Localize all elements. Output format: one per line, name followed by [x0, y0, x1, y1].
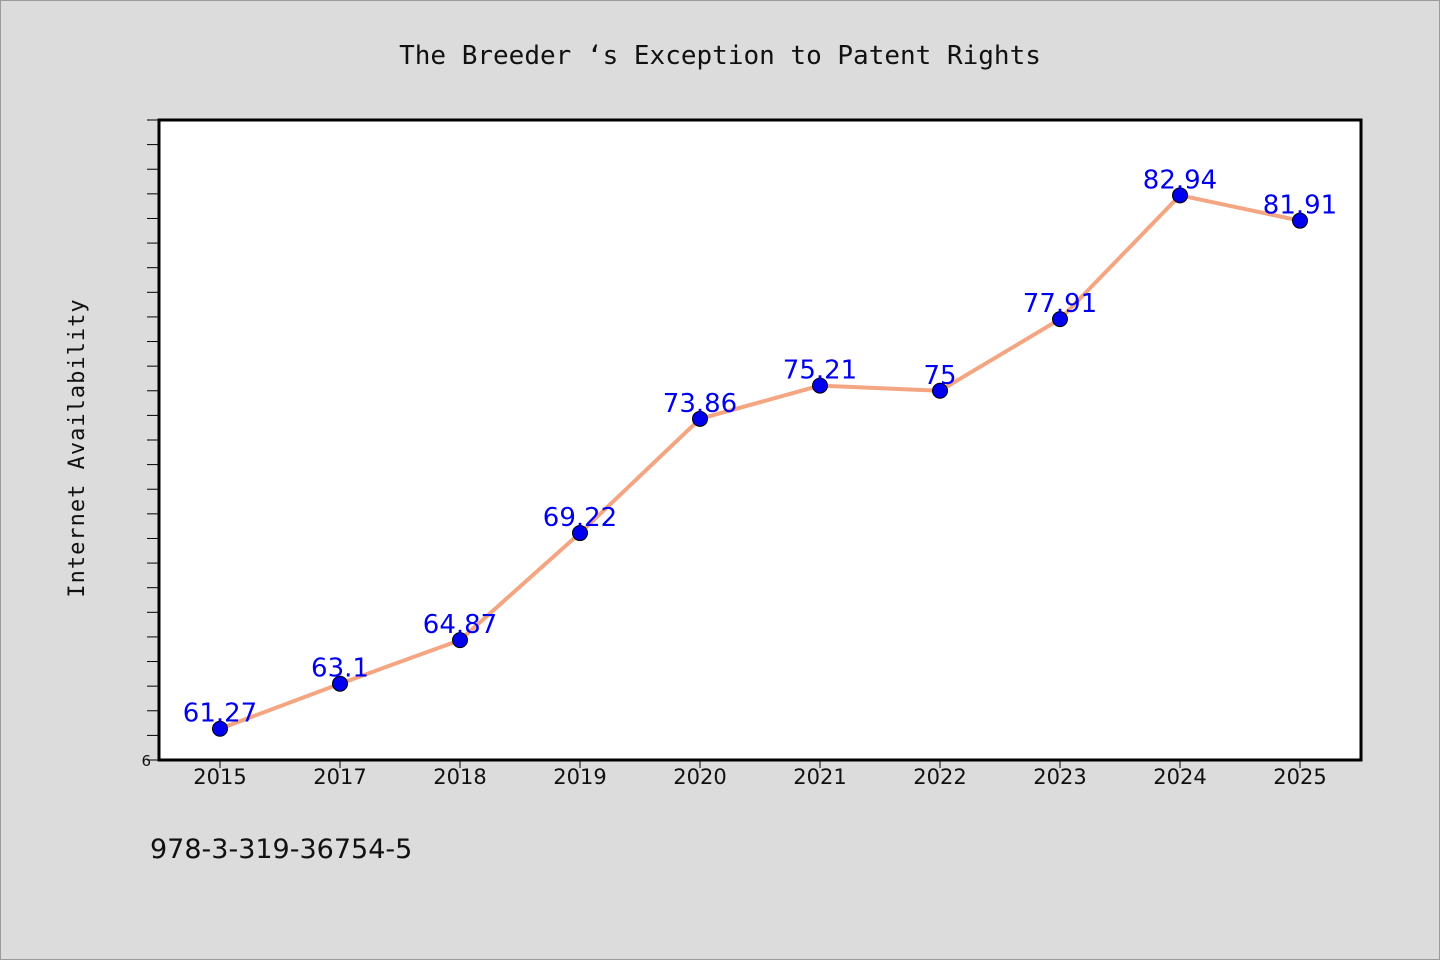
data-label: 81.91 [1263, 191, 1337, 221]
data-labels: 61.27 63.1 64.87 69.22 73.86 75.21 75 77.91 82.9… [183, 165, 1337, 728]
x-tick-label: 2025 [1273, 765, 1326, 789]
x-tick-label: 2020 [673, 765, 726, 789]
footer-code: 978-3-319-36754-5 [150, 834, 413, 865]
x-tick-label: 2017 [313, 765, 366, 789]
series-line [219, 193, 1301, 731]
data-label: 64.87 [423, 610, 497, 640]
data-point [212, 720, 228, 737]
x-tick-label: 2021 [793, 765, 846, 789]
data-point [932, 382, 948, 399]
data-label: 75.21 [783, 356, 857, 386]
data-label: 73.86 [663, 389, 737, 419]
y-axis-label: Internet Availability [65, 298, 90, 597]
data-markers [212, 187, 1308, 737]
data-point [812, 377, 828, 394]
chart-title: The Breeder ‘s Exception to Patent Right… [399, 41, 1041, 71]
x-tick-label: 2024 [1153, 765, 1206, 789]
data-label: 63.1 [311, 654, 369, 684]
data-point [452, 632, 468, 649]
data-point [332, 675, 348, 692]
data-label: 82.94 [1143, 165, 1217, 195]
x-tick-label: 2023 [1033, 765, 1086, 789]
data-point [572, 525, 588, 542]
series-line-group [219, 193, 1301, 731]
data-label: 77.91 [1023, 289, 1097, 319]
data-point [692, 410, 708, 427]
data-label: 61.27 [183, 699, 257, 729]
x-tick-label: 2019 [553, 765, 606, 789]
x-axis-ticks: 2015 2017 2018 2019 2020 2021 2022 2023 2024 2025 [193, 760, 1327, 789]
data-point [1172, 187, 1188, 204]
x-tick-label: 2015 [193, 765, 246, 789]
data-point [1052, 311, 1068, 328]
data-label: 69.22 [543, 503, 617, 533]
data-label: 75 [923, 361, 956, 391]
data-point [1292, 212, 1308, 229]
x-tick-label: 2022 [913, 765, 966, 789]
x-tick-label: 2018 [433, 765, 486, 789]
y-tick-label: 6 [141, 752, 151, 770]
plot-area [157, 118, 1363, 762]
y-axis-ticks: 6 [141, 119, 159, 770]
